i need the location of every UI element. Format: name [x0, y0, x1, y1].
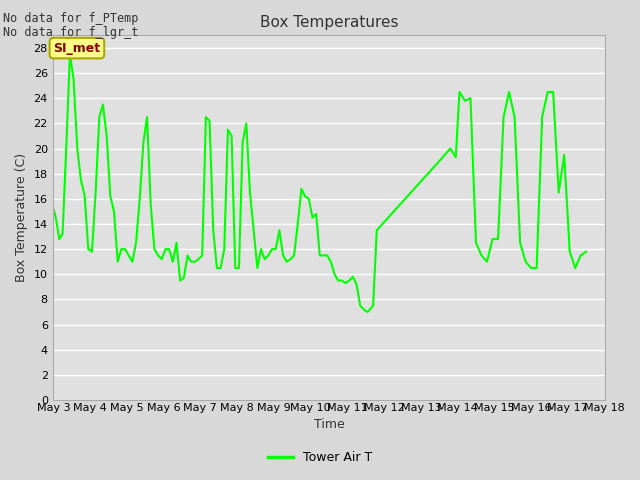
Text: No data for f_PTemp: No data for f_PTemp — [3, 12, 139, 25]
Text: SI_met: SI_met — [53, 42, 100, 55]
X-axis label: Time: Time — [314, 419, 344, 432]
Title: Box Temperatures: Box Temperatures — [260, 15, 398, 30]
Text: No data for f_lgr_t: No data for f_lgr_t — [3, 26, 139, 39]
Legend: Tower Air T: Tower Air T — [263, 446, 377, 469]
Y-axis label: Box Temperature (C): Box Temperature (C) — [15, 153, 28, 282]
